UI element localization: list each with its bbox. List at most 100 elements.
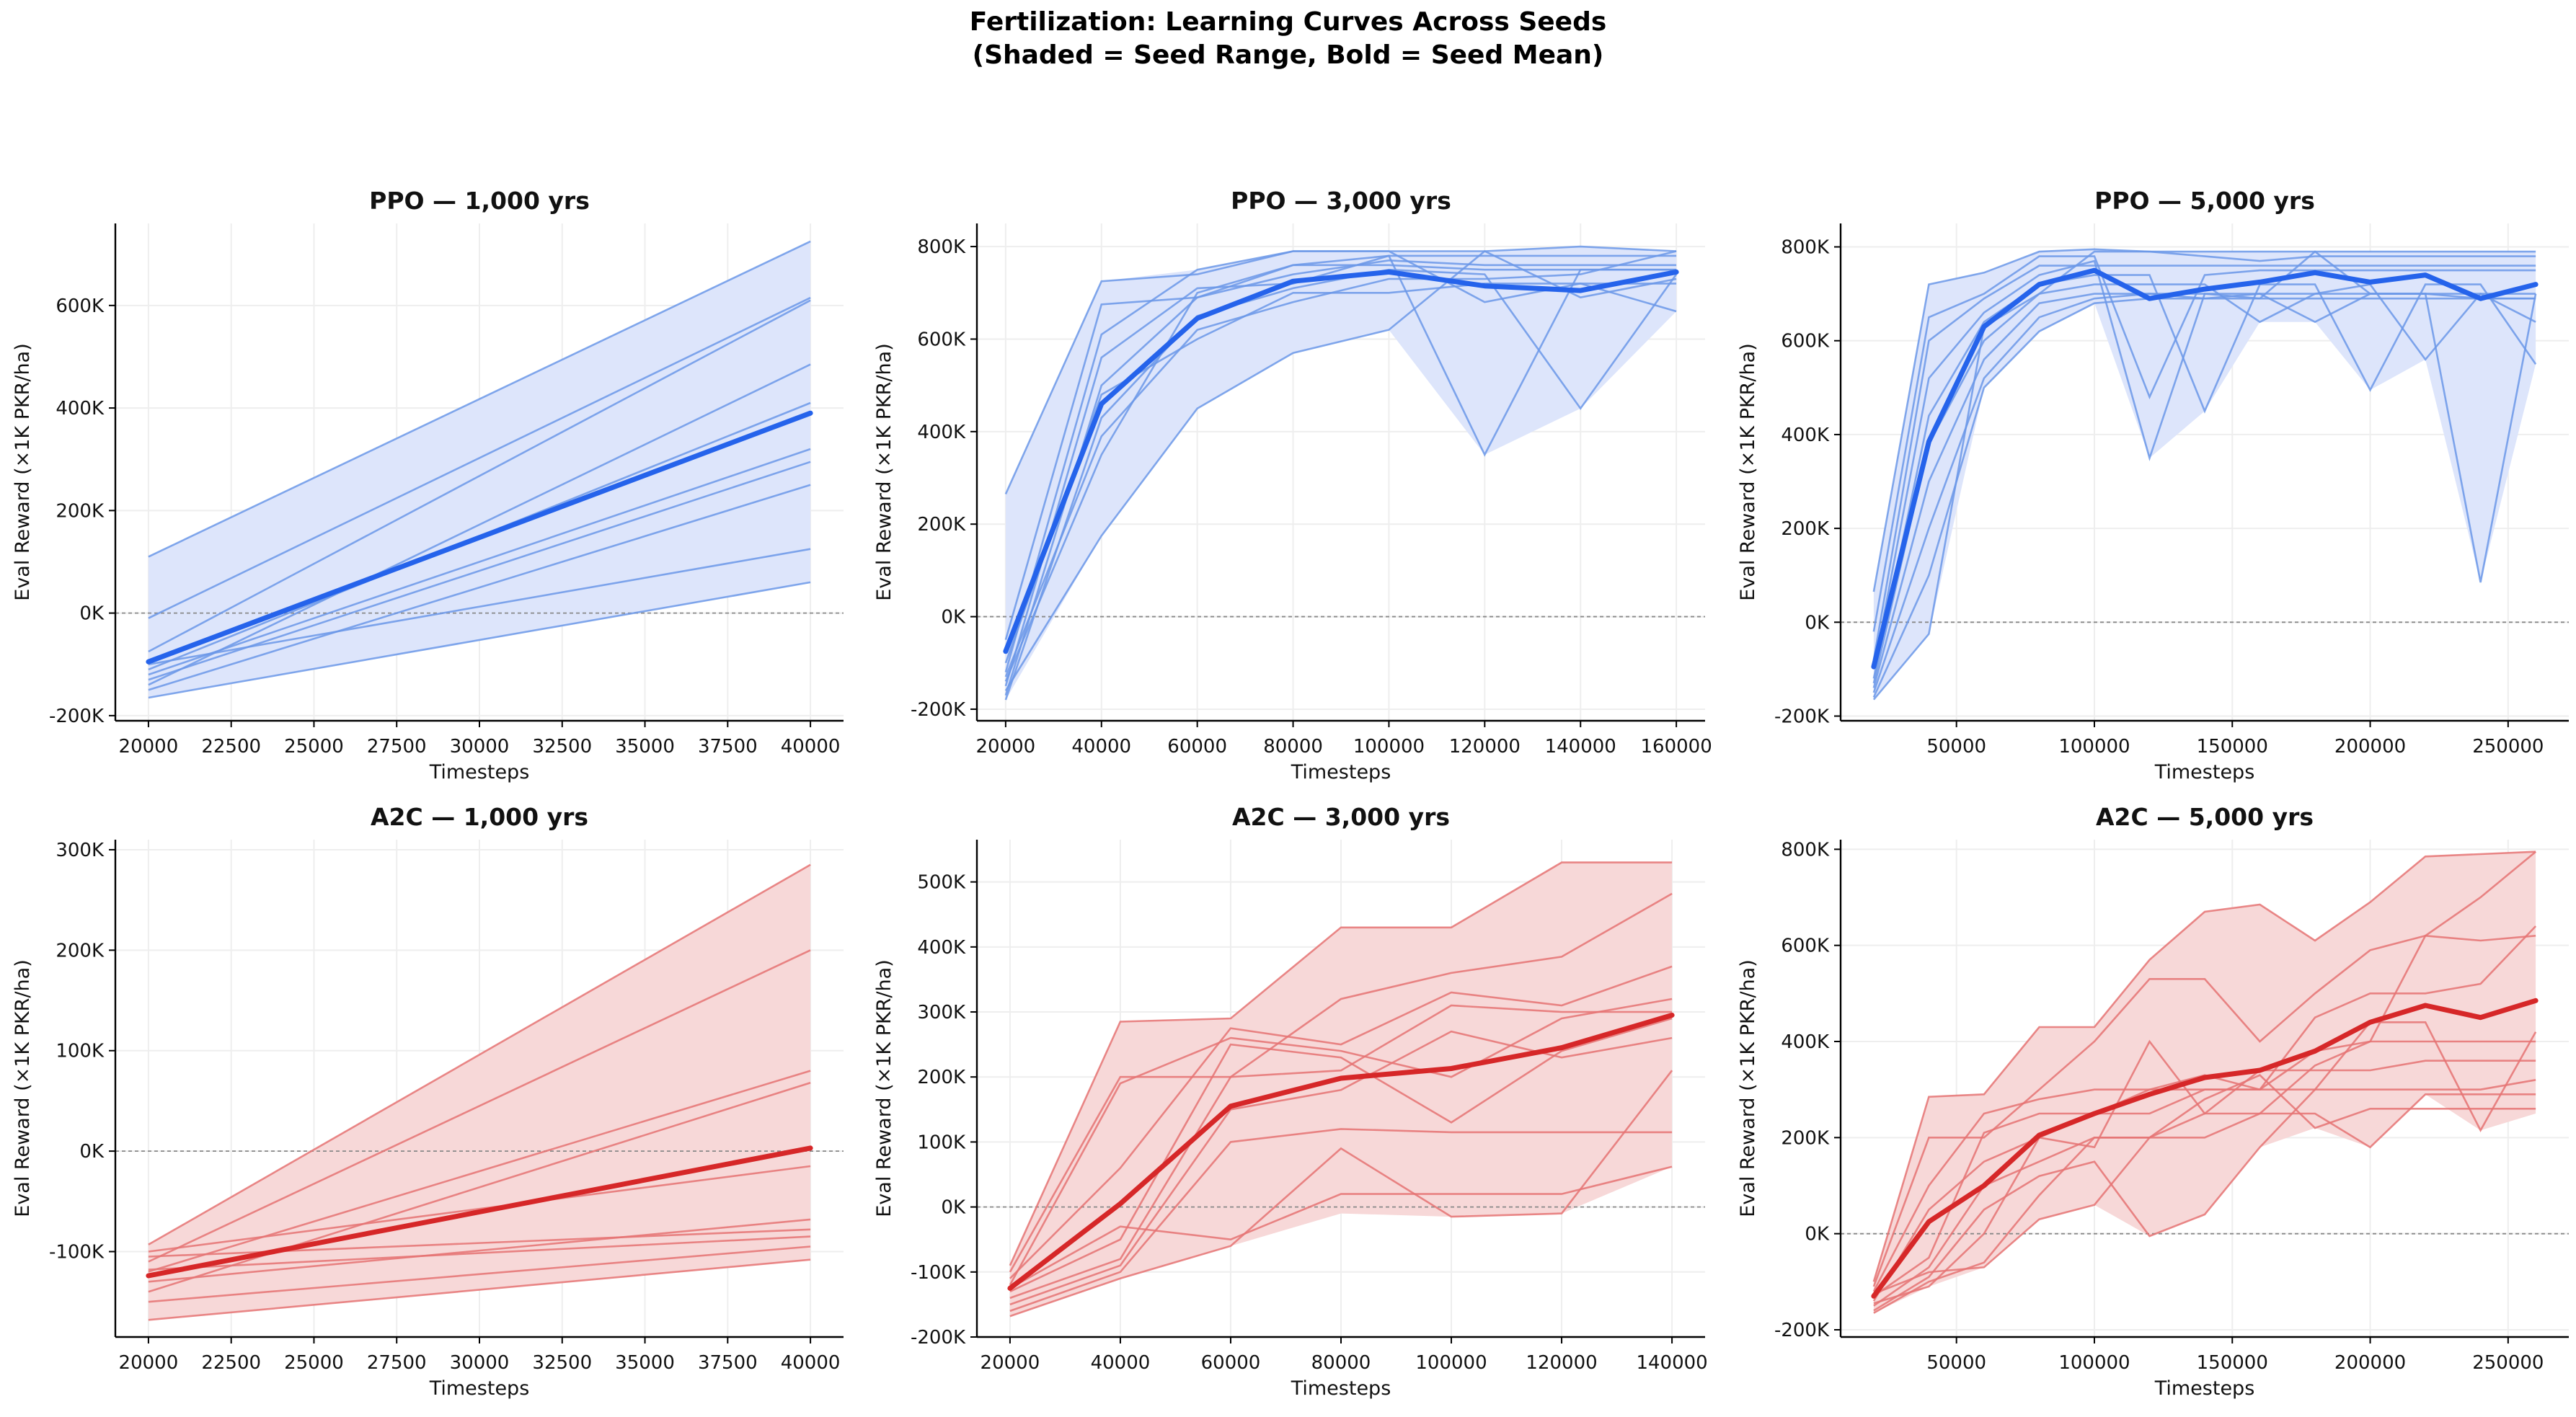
- chart-1-y-axis-label: Eval Reward (×1K PKR/ha): [12, 343, 34, 600]
- chart-2-x-tick-label-6: 140000: [1545, 736, 1616, 758]
- chart-4: 20000 22500 25000 27500 30000 32500 35000 37500…: [12, 803, 844, 1400]
- chart-5-y-tick-label-7: 500K: [917, 872, 966, 894]
- chart-2-seed-line-3: [1004, 250, 1677, 672]
- chart-3-seed-line-9: [1872, 297, 2536, 698]
- chart-6-y-tick-label-5: 800K: [1781, 839, 1830, 861]
- figure-title-line-2: (Shaded = Seed Range, Bold = Seed Mean): [972, 40, 1604, 70]
- chart-5-y-tick-label-4: 200K: [917, 1067, 966, 1088]
- chart-6-seed-line-8: [1873, 1093, 2536, 1314]
- chart-5-x-tick-label-0: 20000: [981, 1352, 1040, 1374]
- chart-4-x-tick-label-8: 40000: [781, 1352, 841, 1374]
- chart-4-seed-line-2: [148, 949, 811, 1263]
- chart-4-y-axis-label: Eval Reward (×1K PKR/ha): [12, 959, 34, 1217]
- chart-6-seed-line-10: [1873, 850, 2536, 1305]
- chart-6-seed-line-7: [1873, 1079, 2536, 1312]
- chart-5-seed-line-6: [1009, 1004, 1673, 1300]
- chart-1-x-axis-label: Timesteps: [429, 761, 530, 783]
- chart-6-x-tick-label-3: 200000: [2334, 1352, 2406, 1374]
- figure-title: Fertilization: Learning Curves Across Se…: [0, 6, 2576, 72]
- chart-3: 50000 100000 150000 200000 250000 -200K 0K 200K…: [1737, 187, 2569, 783]
- chart-5-seed-mean-line: [1007, 1013, 1675, 1291]
- chart-6-seed-line-9: [1873, 1074, 2536, 1295]
- chart-5-title: A2C — 3,000 yrs: [1232, 803, 1450, 831]
- chart-5-seed-line-3: [1009, 965, 1673, 1279]
- chart-1-x-tick-label-0: 20000: [119, 736, 179, 758]
- chart-1-seed-line-10: [148, 581, 811, 699]
- chart-2-x-tick-label-1: 40000: [1071, 736, 1131, 758]
- chart-2-x-tick-label-0: 20000: [976, 736, 1036, 758]
- chart-4-seed-line-1: [148, 863, 811, 1245]
- chart-6: 50000 100000 150000 200000 250000 -200K 0K 200K…: [1737, 803, 2569, 1400]
- chart-3-x-axis-label: Timesteps: [2154, 761, 2255, 783]
- chart-1-x-tick-label-8: 40000: [781, 736, 841, 758]
- chart-2-y-tick-label-4: 600K: [917, 329, 966, 350]
- chart-3-y-tick-label-4: 600K: [1781, 331, 1830, 352]
- chart-3-x-tick-label-3: 200000: [2334, 736, 2406, 758]
- chart-2-y-axis-label: Eval Reward (×1K PKR/ha): [873, 343, 895, 600]
- chart-4-x-tick-label-5: 32500: [532, 1352, 592, 1374]
- chart-4-x-tick-label-2: 25000: [284, 1352, 344, 1374]
- chart-4-seed-range-band: [148, 864, 811, 1320]
- chart-3-seed-line-2: [1872, 255, 2536, 632]
- chart-4-seed-line-8: [148, 1235, 811, 1271]
- chart-2-seed-line-9: [1004, 259, 1677, 696]
- chart-1-seed-line-3: [148, 299, 811, 653]
- chart-4-y-tick-label-0: -100K: [49, 1242, 105, 1263]
- chart-3-y-tick-label-0: -200K: [1774, 706, 1830, 727]
- chart-6-x-axis-label: Timesteps: [2154, 1377, 2255, 1400]
- chart-3-x-tick-label-4: 250000: [2472, 736, 2544, 758]
- chart-5-x-tick-label-3: 80000: [1311, 1352, 1371, 1374]
- chart-1-seed-line-9: [148, 548, 811, 666]
- chart-6-y-tick-label-3: 400K: [1781, 1031, 1830, 1053]
- chart-5: 20000 40000 60000 80000 100000 120000 140000 -2…: [873, 803, 1708, 1400]
- chart-2-seed-range-band: [1005, 246, 1677, 701]
- chart-3-y-axis-label: Eval Reward (×1K PKR/ha): [1737, 343, 1759, 600]
- chart-2-y-tick-label-1: 0K: [941, 607, 966, 628]
- chart-6-seed-range-band: [1873, 851, 2536, 1313]
- chart-4-y-tick-label-4: 300K: [56, 840, 105, 861]
- chart-5-seed-line-8: [1009, 1128, 1673, 1312]
- chart-5-seed-line-5: [1009, 1017, 1673, 1293]
- chart-1-y-tick-label-4: 600K: [56, 296, 105, 317]
- chart-6-seed-line-1: [1872, 850, 2536, 1282]
- chart-4-x-tick-label-3: 27500: [367, 1352, 427, 1374]
- chart-4-seed-line-6: [148, 1218, 811, 1283]
- chart-6-x-tick-label-4: 250000: [2472, 1352, 2544, 1374]
- chart-5-seed-line-2: [1009, 892, 1673, 1273]
- chart-5-y-tick-label-1: -100K: [911, 1262, 966, 1284]
- figure-title-line-1: Fertilization: Learning Curves Across Se…: [969, 7, 1607, 37]
- chart-2: 20000 40000 60000 80000 100000 120000 140000 16…: [873, 187, 1712, 783]
- chart-2-seed-line-5: [1004, 283, 1677, 664]
- chart-1-title: PPO — 1,000 yrs: [369, 187, 590, 215]
- chart-2-x-tick-label-2: 60000: [1167, 736, 1227, 758]
- chart-2-seed-line-8: [1004, 250, 1677, 678]
- chart-5-seed-line-4: [1009, 998, 1673, 1286]
- chart-5-x-axis-label: Timesteps: [1291, 1377, 1391, 1400]
- chart-2-x-axis-label: Timesteps: [1291, 761, 1391, 783]
- chart-5-seed-line-1: [1009, 861, 1673, 1266]
- chart-2-seed-line-2: [1004, 264, 1677, 641]
- chart-1-seed-line-8: [148, 484, 811, 691]
- chart-1: 20000 22500 25000 27500 30000 32500 35000 37500…: [12, 187, 844, 783]
- chart-5-x-tick-label-2: 60000: [1201, 1352, 1261, 1374]
- chart-1-y-tick-label-3: 400K: [56, 398, 105, 419]
- chart-5-y-tick-label-6: 400K: [917, 937, 966, 959]
- chart-6-y-tick-label-0: -200K: [1774, 1320, 1830, 1341]
- chart-5-x-tick-label-1: 40000: [1091, 1352, 1151, 1374]
- chart-5-y-axis-label: Eval Reward (×1K PKR/ha): [873, 959, 895, 1217]
- chart-3-seed-range-band: [1873, 249, 2536, 700]
- chart-4-y-tick-label-3: 200K: [56, 940, 105, 961]
- chart-3-y-tick-label-2: 200K: [1781, 518, 1830, 540]
- chart-4-seed-mean-line: [146, 1145, 813, 1279]
- chart-3-y-tick-label-1: 0K: [1805, 612, 1830, 634]
- chart-2-y-tick-label-3: 400K: [917, 422, 966, 443]
- chart-2-x-tick-label-4: 100000: [1353, 736, 1425, 758]
- chart-2-title: PPO — 3,000 yrs: [1231, 187, 1451, 215]
- chart-3-seed-line-6: [1872, 283, 2536, 684]
- chart-1-x-tick-label-3: 27500: [367, 736, 427, 758]
- chart-6-y-tick-label-2: 200K: [1781, 1127, 1830, 1149]
- chart-2-x-tick-label-7: 160000: [1640, 736, 1712, 758]
- chart-4-seed-line-5: [148, 1165, 811, 1253]
- chart-3-seed-line-1: [1872, 248, 2536, 592]
- chart-3-seed-line-3: [1872, 265, 2536, 660]
